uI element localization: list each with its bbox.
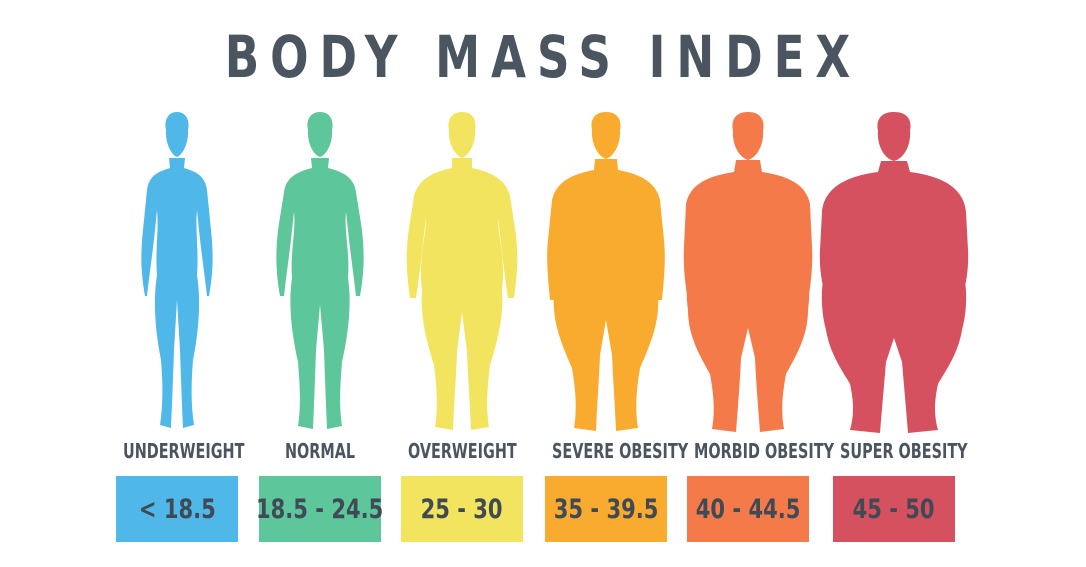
category-label-severe-obesity: SEVERE OBESITY (552, 439, 689, 463)
range-value: 35 - 39.5 (553, 493, 659, 525)
range-value: 25 - 30 (420, 493, 504, 525)
figure-morbid-obesity (683, 112, 813, 432)
figure-overweight (406, 112, 518, 430)
range-box-morbid-obesity: 40 - 44.5 (687, 476, 809, 542)
range-value: 45 - 50 (852, 493, 936, 525)
category-label-normal: NORMAL (284, 439, 356, 463)
body-figures-row (0, 100, 1086, 440)
category-label-super-obesity: SUPER OBESITY (840, 439, 968, 463)
range-box-normal: 18.5 - 24.5 (256, 476, 384, 542)
range-box-severe-obesity: 35 - 39.5 (545, 476, 667, 542)
range-box-underweight: < 18.5 (116, 476, 238, 542)
figure-severe-obesity (547, 112, 665, 431)
range-box-overweight: 25 - 30 (401, 476, 523, 542)
page-title: BODY MASS INDEX (224, 23, 862, 91)
range-value: 40 - 44.5 (695, 493, 801, 525)
category-label-underweight: UNDERWEIGHT (123, 439, 245, 463)
range-value: < 18.5 (138, 493, 216, 525)
range-box-super-obesity: 45 - 50 (833, 476, 955, 542)
figure-underweight (141, 112, 213, 428)
figure-normal (276, 112, 364, 429)
figure-super-obesity (819, 112, 969, 433)
range-value: 18.5 - 24.5 (256, 493, 384, 525)
category-label-morbid-obesity: MORBID OBESITY (694, 439, 834, 463)
category-label-overweight: OVERWEIGHT (408, 439, 517, 463)
